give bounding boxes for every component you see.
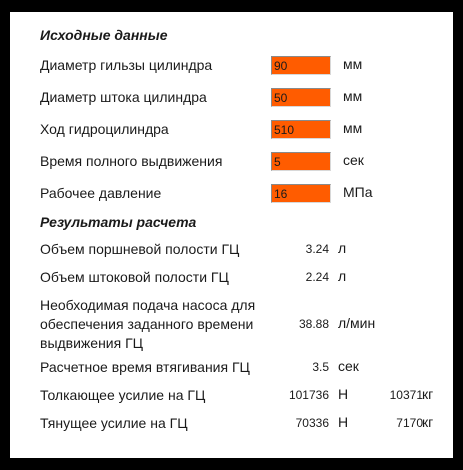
- working-pressure-input[interactable]: [271, 184, 331, 203]
- extension-time-unit: сек: [343, 152, 364, 168]
- push-force-label: Толкающее усилие на ГЦ: [40, 387, 206, 403]
- pump-flow-label-line-3: выдвижения ГЦ: [40, 335, 144, 351]
- working-pressure-unit: МПа: [343, 184, 373, 200]
- pump-flow-label-line-1: Необходимая подача насоса для: [40, 297, 256, 313]
- pull-force-kg-value: 7170: [396, 416, 423, 430]
- pump-flow-label-line-2: обеспечения заданного времени: [40, 316, 254, 332]
- rod-volume-unit: л: [338, 268, 347, 284]
- push-force-unit: Н: [338, 386, 349, 402]
- cylinder-bore-unit: мм: [343, 56, 363, 72]
- cylinder-bore-label: Диаметр гильзы цилиндра: [40, 57, 213, 73]
- calculator-panel: Исходные данные Диаметр гильзы цилиндра …: [10, 12, 453, 458]
- pull-force-unit: Н: [338, 414, 349, 430]
- cylinder-bore-input[interactable]: [271, 56, 331, 75]
- extension-time-input[interactable]: [271, 152, 331, 171]
- rod-volume-label: Объем штоковой полости ГЦ: [40, 269, 229, 285]
- stroke-label: Ход гидроцилиндра: [40, 121, 169, 137]
- retraction-time-unit: сек: [338, 358, 359, 374]
- pump-flow-value: 38.88: [298, 317, 329, 331]
- pull-force-kg-unit: кг: [422, 414, 434, 430]
- retraction-time-value: 3.5: [312, 360, 329, 374]
- pump-flow-unit: л/мин: [338, 315, 376, 331]
- stroke-unit: мм: [343, 120, 363, 136]
- rod-volume-value: 2.24: [305, 270, 329, 284]
- push-force-kg-value: 10371: [389, 388, 423, 402]
- pull-force-label: Тянущее усилие на ГЦ: [40, 415, 188, 431]
- piston-volume-unit: л: [338, 240, 347, 256]
- pull-force-value: 70336: [295, 416, 329, 430]
- push-force-kg-unit: кг: [422, 386, 434, 402]
- working-pressure-label: Рабочее давление: [40, 185, 162, 201]
- retraction-time-label: Расчетное время втягивания ГЦ: [40, 359, 250, 375]
- rod-diameter-input[interactable]: [271, 88, 331, 107]
- stroke-input[interactable]: [271, 120, 331, 139]
- push-force-value: 101736: [288, 388, 329, 402]
- piston-volume-label: Объем поршневой полости ГЦ: [40, 241, 240, 257]
- rod-diameter-label: Диаметр штока цилиндра: [40, 89, 207, 105]
- rod-diameter-unit: мм: [343, 88, 363, 104]
- piston-volume-value: 3.24: [305, 242, 329, 256]
- input-section-title: Исходные данные: [40, 27, 168, 43]
- results-section-title: Результаты расчета: [40, 214, 197, 230]
- extension-time-label: Время полного выдвижения: [40, 153, 223, 169]
